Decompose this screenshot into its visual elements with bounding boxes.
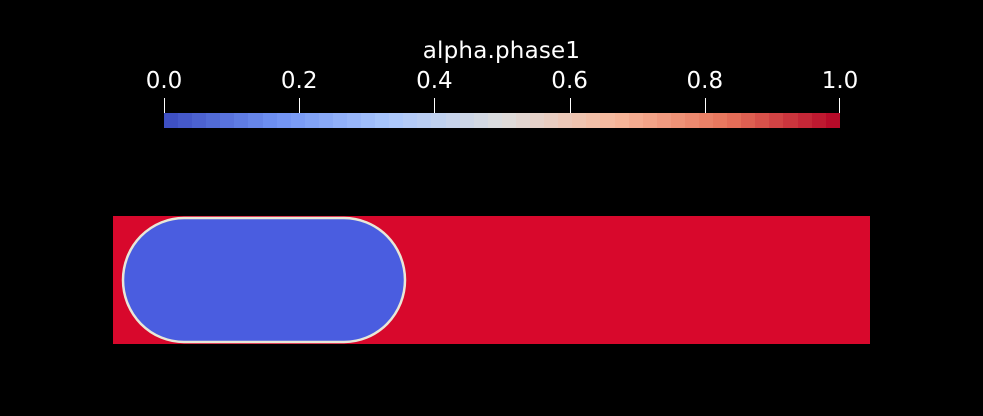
colorbar-segment xyxy=(164,113,179,128)
colorbar-segment xyxy=(304,113,319,128)
colorbar-segment xyxy=(684,113,699,128)
colorbar-segment xyxy=(544,113,559,128)
colorbar-segment xyxy=(192,113,207,128)
colorbar-segment xyxy=(473,113,488,128)
colorbar-segment xyxy=(572,113,587,128)
colorbar-segment xyxy=(783,113,798,128)
colorbar-segment xyxy=(515,113,531,128)
colorbar-tick-label: 0.4 xyxy=(416,68,453,94)
colorbar-tick-label: 0.8 xyxy=(686,68,724,94)
colorbar-segment xyxy=(262,113,277,128)
colorbar-segment xyxy=(375,113,390,128)
colorbar-segment xyxy=(713,113,728,128)
colorbar-segment xyxy=(727,113,742,128)
colorbar-segment xyxy=(811,113,826,128)
colorbar-segment xyxy=(558,113,573,128)
colorbar-segment xyxy=(445,113,460,128)
colorbar-segment xyxy=(361,113,376,128)
bubble-region xyxy=(121,216,407,344)
colorbar-segment xyxy=(347,113,362,128)
colorbar-segment xyxy=(248,113,263,128)
colorbar-segment xyxy=(614,113,629,128)
colorbar-segment xyxy=(290,113,305,128)
colorbar-segment xyxy=(600,113,615,128)
colorbar-segment xyxy=(628,113,643,128)
colorbar-segment xyxy=(825,113,840,128)
colorbar-segment xyxy=(501,113,516,128)
colorbar-tick-mark xyxy=(839,98,840,113)
colorbar-tick-mark xyxy=(434,98,436,113)
colorbar-segment xyxy=(755,113,770,128)
colorbar-tick-label: 0.2 xyxy=(280,68,318,94)
colorbar-tick-mark xyxy=(704,98,706,113)
colorbar-segment xyxy=(417,113,432,128)
colorbar-segment xyxy=(178,113,193,128)
colorbar-segment xyxy=(487,113,502,128)
colorbar-segment xyxy=(642,113,657,128)
colorbar-segment xyxy=(586,113,601,128)
colorbar-segment xyxy=(318,113,333,128)
colorbar-segment xyxy=(234,113,249,128)
colorbar-segment xyxy=(698,113,714,128)
colorbar-segment xyxy=(530,113,545,128)
colorbar-segment xyxy=(389,113,404,128)
colorbar-segment xyxy=(656,113,671,128)
colorbar-segment xyxy=(670,113,685,128)
colorbar-segment xyxy=(276,113,291,128)
colorbar-tick-mark xyxy=(164,98,165,113)
colorbar-segment xyxy=(206,113,221,128)
colorbar-tick-mark xyxy=(569,98,571,113)
colorbar xyxy=(164,113,840,128)
colorbar-segment xyxy=(431,113,446,128)
colorbar-tick-label: 0.6 xyxy=(551,68,588,94)
colorbar-tick-label: 0.0 xyxy=(145,68,183,94)
colorbar-segment xyxy=(220,113,235,128)
colorbar-segment xyxy=(403,113,418,128)
colorbar-segment xyxy=(797,113,812,128)
colorbar-segment xyxy=(769,113,784,128)
colorbar-segment xyxy=(741,113,756,128)
colorbar-tick-label: 1.0 xyxy=(821,68,859,94)
colorbar-tick-mark xyxy=(299,98,301,113)
colorbar-segment xyxy=(332,113,348,128)
colorbar-title: alpha.phase1 xyxy=(422,38,581,64)
colorbar-segment xyxy=(459,113,474,128)
